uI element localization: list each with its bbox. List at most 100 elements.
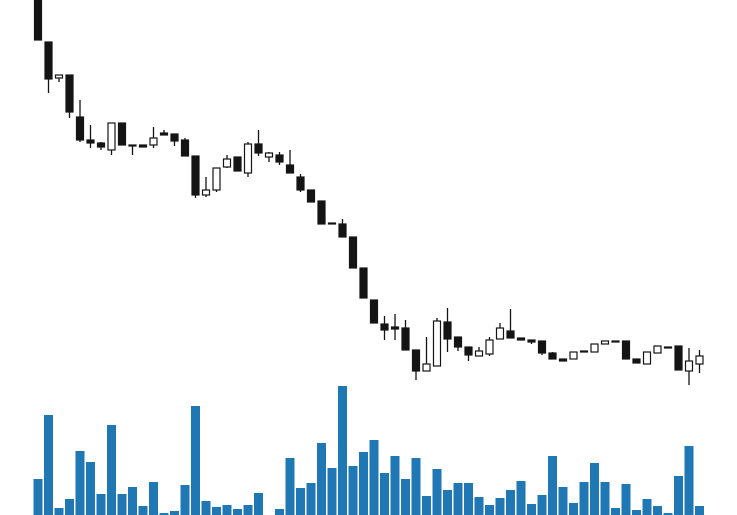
candle-body <box>107 122 116 151</box>
volume-bar <box>569 503 578 515</box>
volume-bar <box>674 476 683 515</box>
volume-bar <box>212 507 221 515</box>
volume-bar <box>317 443 326 515</box>
candle-body <box>411 349 421 372</box>
volume-bar <box>233 509 242 515</box>
candle-body <box>44 41 53 80</box>
volume-bar <box>159 513 169 515</box>
candle-body <box>369 299 379 324</box>
volume-bar <box>422 496 431 515</box>
candle-body <box>149 137 158 146</box>
candle-body <box>243 143 253 174</box>
candle-body <box>254 143 263 154</box>
volume-bar <box>338 386 347 515</box>
volume-bar <box>527 504 536 515</box>
volume-bar <box>275 509 284 515</box>
volume-bar <box>411 458 421 515</box>
candle-body <box>264 152 274 158</box>
volume-bar <box>537 495 547 515</box>
candle-body <box>674 345 683 371</box>
volume-bar <box>495 498 505 515</box>
volume-bar <box>611 508 620 515</box>
candle-body <box>159 132 169 136</box>
volume-bar <box>201 501 211 515</box>
candle-body <box>474 350 484 357</box>
candle-body <box>548 352 557 360</box>
candle-body <box>338 223 347 238</box>
candle-body <box>191 155 200 196</box>
volume-bar <box>359 452 368 515</box>
volume-bar <box>86 462 95 515</box>
candle-body <box>233 156 242 172</box>
volume-bar <box>327 468 337 515</box>
volume-bar <box>474 497 484 515</box>
volume-bar <box>44 415 53 515</box>
candle-body <box>33 0 43 41</box>
candle-body <box>359 267 368 299</box>
volume-bar <box>33 479 43 515</box>
volume-bar <box>695 506 704 515</box>
candle-body <box>285 164 295 174</box>
candle-body <box>537 340 547 354</box>
candle-body <box>212 167 221 191</box>
candle-body <box>296 176 305 191</box>
volume-bar <box>128 487 137 515</box>
candle-body <box>348 236 358 269</box>
candle-body <box>516 337 526 341</box>
candle-body <box>485 339 494 355</box>
candle-body <box>443 321 452 340</box>
volume-bar <box>485 505 494 515</box>
volume-bar <box>65 499 74 515</box>
candle-body <box>96 142 106 148</box>
candle-body <box>590 343 599 353</box>
volume-bar <box>170 511 179 515</box>
volume-bar <box>180 485 190 515</box>
candle-body <box>464 346 473 356</box>
volume-bar <box>506 490 515 515</box>
volume-bar <box>558 487 568 515</box>
volume-bar <box>380 473 389 515</box>
volume-bar <box>600 482 610 515</box>
volume-bar <box>632 510 641 515</box>
candle-body <box>453 336 463 348</box>
candle-body <box>117 122 127 146</box>
volume-bar <box>548 456 557 515</box>
candle-body <box>380 323 389 331</box>
candle-body <box>432 320 442 367</box>
volume-bar <box>453 483 463 515</box>
volume-bar <box>54 508 64 515</box>
candle-body <box>138 144 148 148</box>
volume-bar <box>663 513 673 515</box>
volume-bar <box>369 440 379 515</box>
candle-body <box>684 360 694 372</box>
volume-bar <box>516 481 526 515</box>
volume-bar <box>642 499 652 515</box>
candle-body <box>327 222 337 225</box>
candle-body <box>65 74 74 113</box>
volume-bar <box>621 484 631 515</box>
candle-body <box>222 158 232 168</box>
volume-bar <box>254 493 263 515</box>
volume-bar <box>684 446 694 515</box>
candle-body <box>632 358 641 364</box>
volume-bar <box>579 482 589 515</box>
candle-body <box>128 144 137 147</box>
candle-body <box>527 339 536 343</box>
volume-bar <box>138 506 148 515</box>
candle-body <box>390 326 400 330</box>
candle-body <box>495 327 505 340</box>
volume-bar <box>243 505 253 515</box>
volume-bar <box>222 505 232 515</box>
candle-body <box>75 116 85 141</box>
volume-bar <box>149 482 158 515</box>
volume-bar <box>348 466 358 515</box>
volume-bar <box>117 494 127 515</box>
candle-body <box>317 200 326 225</box>
volume-bar <box>401 479 410 515</box>
volume-bar <box>75 451 85 515</box>
candle-body <box>170 133 179 142</box>
volume-bar <box>464 483 473 515</box>
candle-body <box>275 154 284 163</box>
candle-body <box>558 358 568 362</box>
volume-bar <box>432 469 442 515</box>
